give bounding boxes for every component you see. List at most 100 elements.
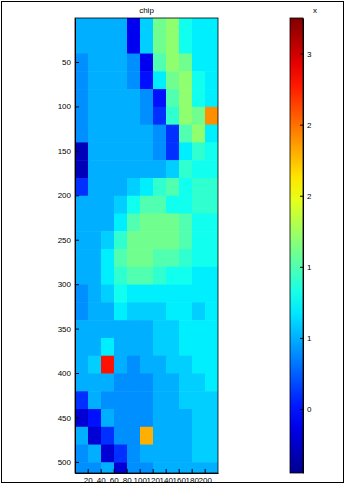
- x-axis: 20406080100120140160180200: [76, 469, 219, 485]
- heatmap-cell: [205, 196, 218, 214]
- tick-label: 100: [58, 102, 72, 111]
- heatmap-cell: [88, 462, 102, 473]
- heatmap-cell: [192, 427, 206, 445]
- heatmap-cell: [166, 427, 180, 445]
- heatmap-cell: [88, 445, 102, 463]
- heatmap-cell: [153, 391, 167, 409]
- heatmap-cell: [192, 409, 206, 427]
- heatmap-cell: [127, 178, 141, 196]
- heatmap-cell: [75, 196, 89, 214]
- tick-mark: [140, 469, 141, 473]
- heatmap-cell: [101, 160, 115, 178]
- heatmap-cell: [179, 36, 193, 54]
- heatmap-cell: [114, 320, 128, 338]
- tick-label: 3: [307, 50, 312, 59]
- heatmap-cell: [166, 178, 180, 196]
- heatmap-cell: [75, 125, 89, 143]
- heatmap-cell: [88, 373, 102, 391]
- tick-mark: [75, 151, 79, 152]
- heatmap-cell: [205, 320, 218, 338]
- tick-mark: [300, 409, 303, 410]
- heatmap-cell: [179, 107, 193, 125]
- heatmap-cell: [179, 462, 193, 473]
- heatmap-cell: [140, 302, 154, 320]
- heatmap-cell: [179, 160, 193, 178]
- heatmap-cell: [88, 356, 102, 374]
- heatmap-cell: [192, 373, 206, 391]
- axis-line: [76, 473, 219, 474]
- tick-label: 300: [58, 280, 72, 289]
- tick-label: 200: [198, 476, 212, 485]
- heatmap-cell: [75, 36, 89, 54]
- heatmap-cell: [75, 427, 89, 445]
- heatmap-cell: [153, 196, 167, 214]
- heatmap-cell: [192, 391, 206, 409]
- heatmap-cell: [75, 160, 89, 178]
- heatmap-cell: [179, 338, 193, 356]
- heatmap-cell: [101, 373, 115, 391]
- heatmap-cell: [205, 445, 218, 463]
- heatmap-cell: [127, 285, 141, 303]
- tick: 1: [300, 334, 312, 343]
- tick-label: 80: [123, 476, 132, 485]
- heatmap-cell: [140, 160, 154, 178]
- heatmap-cell: [140, 445, 154, 463]
- heatmap-cell: [127, 196, 141, 214]
- heatmap-cell: [153, 18, 167, 36]
- tick-mark: [300, 338, 303, 339]
- heatmap-cell: [153, 214, 167, 232]
- heatmap-cell: [114, 71, 128, 89]
- heatmap-cell: [127, 320, 141, 338]
- heatmap-cell: [101, 125, 115, 143]
- figure-frame: [2, 2, 344, 483]
- axis-line: [303, 19, 304, 474]
- tick: 250: [58, 236, 79, 245]
- heatmap-cell: [166, 107, 180, 125]
- heatmap-cell: [153, 125, 167, 143]
- tick: 200: [198, 469, 212, 485]
- heatmap-cell: [88, 409, 102, 427]
- heatmap-cell: [192, 462, 206, 473]
- tick-label: 20: [84, 476, 93, 485]
- heatmap-cell: [101, 427, 115, 445]
- heatmap-cell: [101, 196, 115, 214]
- tick-mark: [75, 106, 79, 107]
- heatmap-cell: [88, 125, 102, 143]
- heatmap-cell: [153, 427, 167, 445]
- heatmap-cell: [179, 249, 193, 267]
- heatmap-cell: [192, 338, 206, 356]
- tick-mark: [300, 54, 303, 55]
- tick-label: 100: [133, 476, 147, 485]
- heatmap-cell: [101, 285, 115, 303]
- heatmap-cell: [140, 320, 154, 338]
- heatmap-cell: [88, 142, 102, 160]
- heatmap-cell: [127, 267, 141, 285]
- tick-label: 120: [146, 476, 160, 485]
- heatmap-cell: [127, 107, 141, 125]
- tick: 150: [58, 147, 79, 156]
- tick-mark: [88, 469, 89, 473]
- heatmap-cell: [75, 462, 89, 473]
- heatmap-cell: [192, 36, 206, 54]
- heatmap-cell: [101, 409, 115, 427]
- heatmap-cell: [140, 338, 154, 356]
- heatmap-cell: [101, 249, 115, 267]
- heatmap-cell: [88, 391, 102, 409]
- tick: 80: [123, 469, 132, 485]
- heatmap-cell: [114, 231, 128, 249]
- heatmap-cell: [114, 125, 128, 143]
- heatmap-cell: [114, 338, 128, 356]
- heatmap-cell: [192, 160, 206, 178]
- heatmap-cell: [88, 196, 102, 214]
- tick: 2: [300, 192, 312, 201]
- heatmap-cell: [114, 409, 128, 427]
- heatmap-cell: [205, 462, 218, 473]
- heatmap-cell: [192, 178, 206, 196]
- heatmap-cell: [101, 214, 115, 232]
- tick: 60: [110, 469, 119, 485]
- heatmap-cell: [205, 356, 218, 374]
- tick-mark: [300, 196, 303, 197]
- heatmap-cell: [205, 302, 218, 320]
- heatmap-cell: [114, 249, 128, 267]
- heatmap-cell: [75, 391, 89, 409]
